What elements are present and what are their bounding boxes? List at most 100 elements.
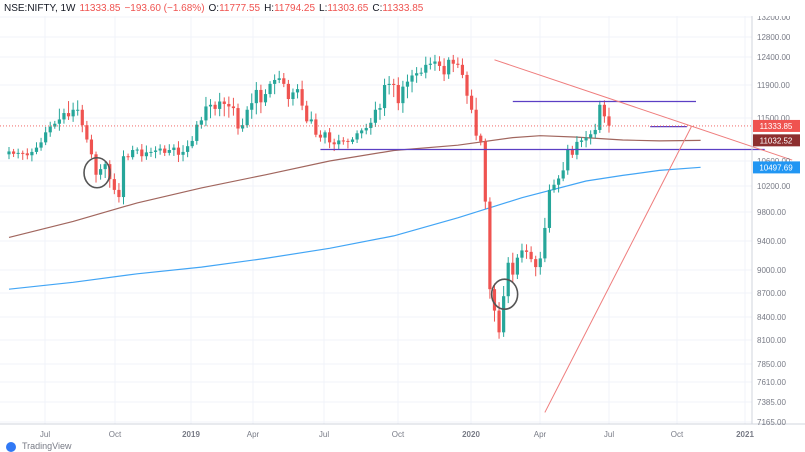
candle-body [598, 104, 602, 130]
x-tick-label: Jul [604, 430, 614, 439]
candle-body [543, 227, 547, 259]
candle-body [415, 73, 419, 76]
high-value: 11794.25 [274, 2, 316, 14]
candle-body [401, 86, 405, 104]
candle-body [71, 109, 75, 117]
candle-body [328, 132, 332, 143]
x-tick-label: Oct [671, 430, 684, 439]
last-price: 11333.85 [79, 2, 121, 14]
candle-body [11, 151, 16, 154]
candle-body [552, 184, 556, 190]
candle-body [231, 106, 236, 109]
candle-body [529, 251, 533, 260]
candle-body [378, 108, 382, 110]
ma-long-line [8, 166, 701, 290]
symbol-label[interactable]: NSE:NIFTY, 1W [4, 2, 76, 14]
candle-body [502, 296, 506, 333]
candle-body [186, 146, 190, 152]
candle-body [158, 148, 162, 151]
candle-body [547, 189, 552, 228]
candle-body [561, 170, 565, 179]
candle-body [424, 64, 428, 73]
moving-averages [8, 135, 701, 290]
candle-body [163, 148, 167, 153]
x-tick-label: Jul [40, 430, 50, 439]
candle-body [126, 156, 130, 158]
highlight-circle [490, 278, 519, 311]
candle-body [208, 104, 213, 107]
candle-body [80, 109, 84, 126]
candle-body [593, 129, 597, 135]
candle-body [300, 89, 304, 106]
candle-body [153, 150, 158, 152]
candle-body [7, 151, 11, 155]
candle-body [44, 132, 48, 143]
candle-body [570, 149, 574, 155]
candle-body [89, 139, 94, 155]
candle-body [323, 132, 327, 138]
candle-body [103, 164, 107, 170]
candle-body [218, 101, 222, 109]
y-tick-label: 7385.00 [757, 398, 786, 407]
candle-body [373, 109, 377, 123]
candle-body [437, 61, 442, 66]
candle-body [382, 85, 387, 109]
candle-body [250, 103, 254, 110]
x-tick-label: Oct [392, 430, 405, 439]
y-tick-label: 9400.00 [757, 237, 786, 246]
candle-body [236, 108, 240, 129]
candle-body [99, 169, 103, 175]
candle-body [245, 109, 249, 126]
candle-body [465, 74, 469, 96]
candle-body [557, 178, 561, 185]
candle-body [282, 78, 286, 84]
candle-body [355, 133, 359, 140]
x-tick-label: 2019 [182, 430, 200, 439]
candle-body [66, 113, 71, 117]
candle-body [268, 83, 272, 95]
y-tick-label: 7610.00 [757, 378, 786, 387]
candle-body [607, 116, 611, 126]
ma-mid-line [8, 135, 701, 238]
y-tick-label: 7850.00 [757, 360, 786, 369]
candle-body [460, 64, 465, 75]
candle-body [584, 137, 588, 141]
candle-body [21, 152, 25, 154]
price-change: −193.60 (−1.68%) [124, 2, 205, 14]
candle-body [112, 179, 116, 190]
y-tick-label: 8100.00 [757, 336, 786, 345]
candle-body [369, 122, 373, 129]
candle-body [172, 147, 176, 151]
candle-body [222, 101, 226, 104]
candle-body [94, 154, 98, 175]
candle-body [85, 125, 89, 140]
candle-body [176, 147, 181, 155]
ma-long-tag-label: 10497.69 [759, 163, 793, 172]
candle-body [405, 81, 410, 87]
candle-body [318, 134, 323, 138]
candle-body [497, 310, 501, 333]
candle-body [39, 142, 43, 148]
candle-body [337, 140, 341, 145]
candle-body [520, 250, 524, 258]
candle-body [62, 113, 66, 120]
low-label: L: [319, 2, 328, 14]
candle-body [410, 75, 414, 82]
candle-body [195, 124, 199, 141]
candle-body [286, 83, 290, 100]
candle-body [227, 103, 231, 107]
candle-body [341, 140, 345, 142]
candle-body [34, 147, 39, 152]
open-value: 11777.55 [219, 2, 261, 14]
candle-body [53, 123, 57, 127]
candle-body [469, 95, 474, 110]
footer: TradingView [0, 440, 805, 452]
y-tick-label: 12800.00 [757, 33, 791, 42]
ma-long-tag-box [753, 161, 800, 174]
y-tick-label: 7165.00 [757, 418, 786, 427]
candle-body [254, 89, 258, 104]
candle-body [309, 119, 313, 122]
candle-body [25, 153, 29, 156]
